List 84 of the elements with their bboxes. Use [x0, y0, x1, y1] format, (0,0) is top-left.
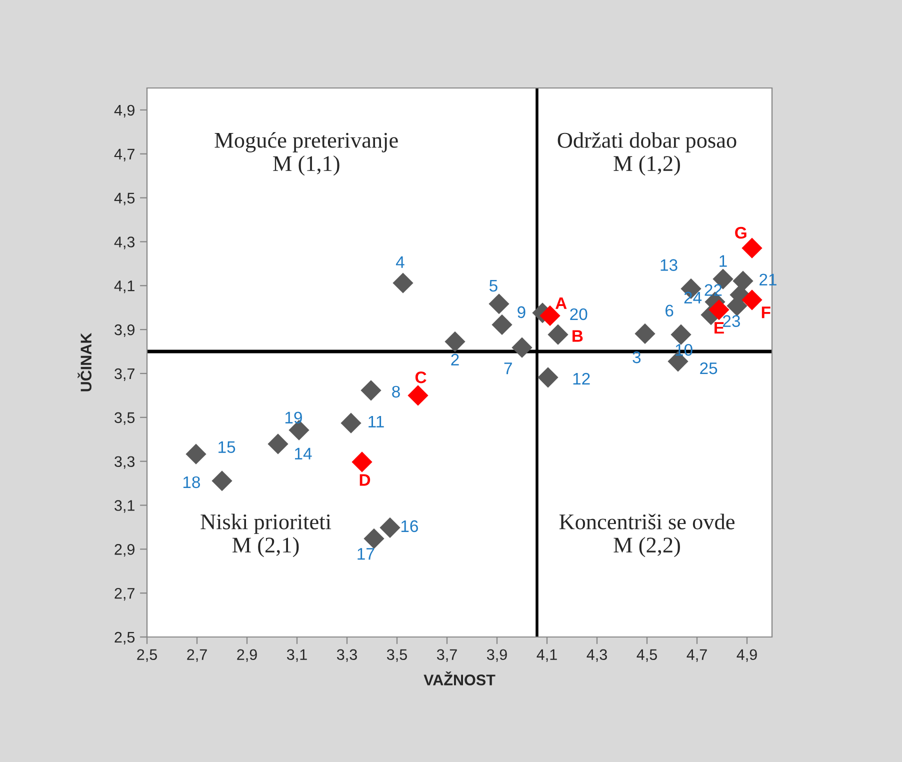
x-tick-label: 4,7 [686, 649, 707, 662]
annotation: G [735, 226, 746, 239]
point [392, 272, 414, 294]
annotation: 8 [392, 386, 400, 398]
annotation: B [572, 330, 583, 342]
x-tick-label: 4,3 [586, 649, 607, 662]
annotation: Moguće preterivanje M (1,1) [214, 132, 398, 176]
y-tick-label: 2,9 [114, 544, 134, 557]
point [488, 294, 510, 314]
annotation: Koncentriši se ovde M (2,2) [559, 514, 734, 558]
point [408, 385, 428, 406]
point [340, 412, 362, 434]
point [268, 434, 288, 454]
x-tick-label: 3,9 [486, 649, 507, 662]
annotation: 19 [285, 412, 302, 424]
annotation: A [556, 297, 567, 309]
x-tick-label: 4,1 [536, 649, 557, 662]
y-axis-title: UČINAK [78, 332, 92, 392]
point [670, 324, 692, 345]
annotation: 25 [700, 362, 718, 374]
annotation: D [360, 474, 370, 486]
point [634, 323, 656, 344]
annotation: 3 [632, 351, 641, 364]
annotation: F [762, 306, 770, 318]
point [364, 528, 384, 549]
annotation: 4 [396, 256, 404, 268]
annotation: 6 [666, 304, 674, 317]
x-tick-label: 2,9 [237, 649, 257, 662]
annotation: 11 [368, 416, 384, 428]
annotation: 5 [489, 280, 498, 292]
annotation: 10 [676, 344, 692, 356]
annotation: 7 [504, 362, 512, 374]
annotation: 17 [358, 548, 374, 560]
point [732, 270, 754, 292]
y-tick-label: 3,9 [114, 324, 134, 338]
point [538, 367, 558, 388]
y-tick-label: 2,5 [114, 632, 135, 644]
y-tick-label: 3,3 [114, 456, 135, 469]
annotation: 23 [723, 315, 740, 327]
annotation: 16 [401, 520, 418, 532]
annotation: 12 [573, 372, 590, 385]
annotation: 24 [684, 292, 702, 304]
annotation: Niski prioriteti M (2,1) [200, 514, 332, 558]
point [444, 331, 466, 352]
annotation: 9 [518, 306, 526, 318]
point [360, 380, 382, 401]
x-tick-label: 4,5 [636, 649, 657, 662]
annotation: 1 [720, 255, 727, 267]
x-tick-label: 3,7 [436, 649, 457, 662]
y-tick-label: 3,1 [114, 500, 134, 513]
annotation: 18 [183, 476, 200, 488]
annotation: C [415, 371, 426, 384]
y-tick-label: 4,7 [114, 148, 134, 162]
y-tick-label: 4,1 [114, 280, 134, 294]
annotation: 2 [451, 354, 459, 366]
annotation: 20 [570, 308, 588, 320]
x-axis-title: VAŽNOST [424, 672, 496, 686]
annotation: 13 [660, 259, 678, 271]
annotation: 21 [760, 274, 776, 286]
annotation: 14 [295, 448, 312, 460]
annotation: Održati dobar posao M (1,2) [558, 132, 736, 176]
x-tick-label: 2,7 [187, 649, 207, 662]
x-tick-label: 3,5 [386, 649, 407, 662]
point [512, 337, 532, 358]
point [352, 452, 372, 472]
y-tick-label: 4,3 [114, 236, 135, 250]
annotation: E [714, 322, 724, 334]
point [742, 290, 762, 310]
x-tick-label: 3,3 [336, 649, 357, 662]
annotation: 22 [704, 284, 722, 296]
y-tick-label: 3,7 [114, 368, 134, 381]
y-tick-label: 4,9 [114, 104, 134, 118]
point [742, 238, 762, 258]
y-tick-label: 3,5 [114, 412, 135, 425]
point [212, 470, 232, 492]
x-tick-label: 4,9 [736, 649, 757, 662]
x-tick-label: 3,1 [286, 649, 307, 662]
y-tick-label: 4,5 [114, 192, 135, 206]
point [492, 314, 512, 336]
y-tick-label: 2,7 [114, 588, 134, 601]
x-tick-label: 2,5 [137, 649, 157, 662]
point [186, 444, 206, 464]
point [380, 517, 400, 538]
annotation: 15 [218, 441, 236, 453]
